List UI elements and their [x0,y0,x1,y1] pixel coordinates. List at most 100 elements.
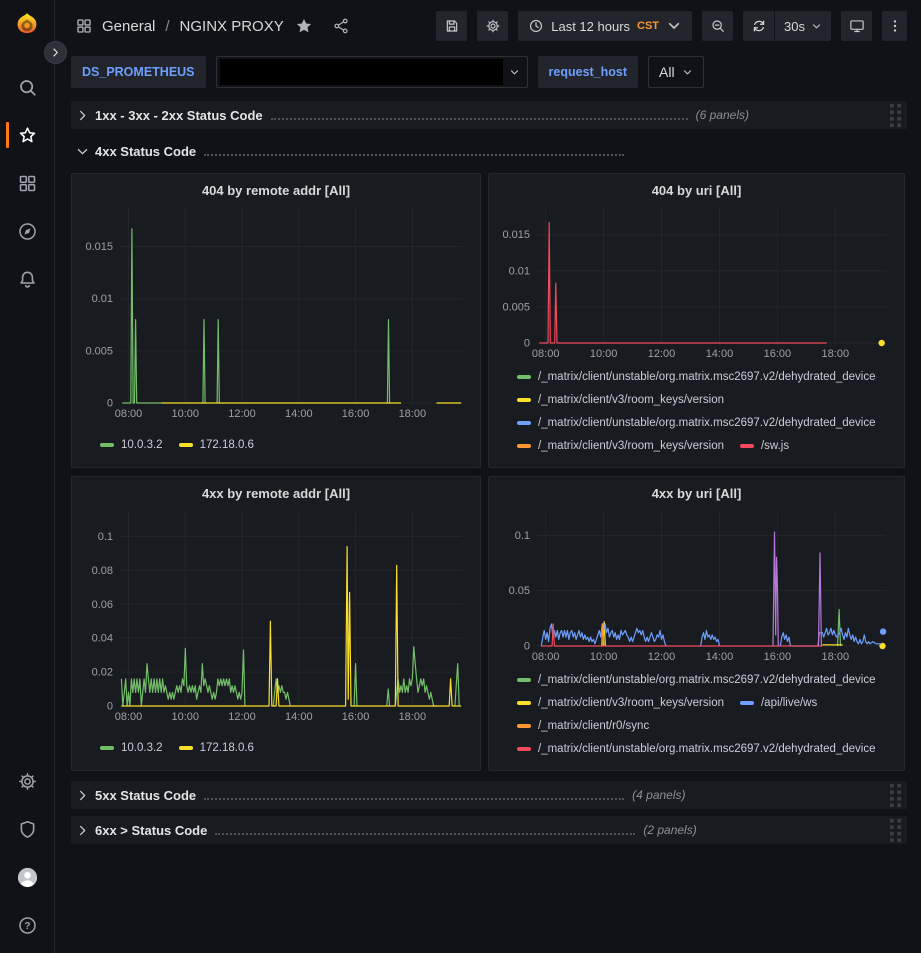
drag-handle-icon[interactable] [888,103,903,127]
chart-plot: 00.050.108:0010:0012:0014:0016:0018:00 [499,506,894,664]
legend-item[interactable]: 10.0.3.2 [100,435,163,455]
row-1xx-3xx-2xx[interactable]: 1xx - 3xx - 2xx Status Code (6 panels) [71,101,907,129]
svg-text:14:00: 14:00 [285,711,313,723]
sidebar-item-explore[interactable] [0,207,54,255]
sidebar-item-configuration[interactable] [0,757,54,805]
breadcrumb-section[interactable]: General [102,18,155,35]
sidebar-item-starred[interactable] [0,111,54,159]
sidebar-item-help[interactable]: ? [0,901,54,949]
sidebar: ? [0,0,55,953]
zoom-out-time-button[interactable] [702,11,733,41]
svg-text:18:00: 18:00 [822,348,850,360]
legend-swatch [517,444,531,448]
sidebar-item-search[interactable] [0,63,54,111]
request-host-value: All [659,64,675,80]
datasource-variable-select[interactable] [216,56,528,88]
legend-item[interactable]: 10.0.3.2 [100,738,163,758]
legend-item[interactable]: /_matrix/client/unstable/org.matrix.msc2… [517,739,876,759]
request-host-variable-select[interactable]: All [648,56,704,88]
cycle-view-mode-button[interactable] [841,11,872,41]
share-icon[interactable] [332,17,350,35]
refresh-interval-value: 30s [784,19,805,34]
breadcrumb: General / NGINX PROXY [75,17,350,35]
legend-label: 10.0.3.2 [121,742,163,754]
legend-swatch [517,398,531,402]
legend-label: /_matrix/client/unstable/org.matrix.msc2… [538,743,876,755]
sidebar-expand-button[interactable] [44,41,67,64]
chart-legend: /_matrix/client/unstable/org.matrix.msc2… [499,670,894,759]
legend-item[interactable]: /_matrix/client/unstable/org.matrix.msc2… [517,413,876,433]
svg-text:10:00: 10:00 [172,711,200,723]
row-5xx[interactable]: 5xx Status Code (4 panels) [71,781,907,809]
favorite-star-icon[interactable] [295,17,313,35]
time-range-picker[interactable]: Last 12 hours CST [518,11,692,41]
legend-item[interactable]: /sw.js [740,436,789,456]
legend-item[interactable]: /_matrix/client/v3/room_keys/version [517,390,724,410]
sidebar-item-dashboards[interactable] [0,159,54,207]
refresh-button[interactable] [743,11,774,41]
legend-item[interactable]: /_matrix/client/unstable/org.matrix.msc2… [517,670,876,690]
legend-swatch [740,701,754,705]
svg-text:14:00: 14:00 [706,651,734,663]
sidebar-item-server-admin[interactable] [0,805,54,853]
svg-text:0.01: 0.01 [509,265,530,277]
legend-item[interactable]: 172.18.0.6 [179,435,254,455]
legend-item[interactable]: /_matrix/client/r0/sync [517,716,649,736]
dotted-leader [215,825,635,835]
search-icon [17,77,38,98]
svg-text:18:00: 18:00 [399,408,427,420]
row-panel-count: (2 panels) [643,823,696,837]
gear-icon [17,771,38,792]
panel-title[interactable]: 404 by remote addr [All] [82,181,470,203]
svg-text:0: 0 [524,641,530,653]
legend-item[interactable]: /_matrix/client/v3/room_keys/version [517,436,724,456]
chevron-right-icon [76,789,89,802]
legend-item[interactable]: /_matrix/client/unstable/org.matrix.msc2… [517,367,876,387]
svg-text:0.05: 0.05 [509,585,530,597]
chevron-right-icon [76,109,89,122]
more-options-button[interactable] [882,11,907,41]
legend-label: /_matrix/client/unstable/org.matrix.msc2… [538,417,876,429]
dashboard-settings-button[interactable] [477,11,508,41]
row-4xx[interactable]: 4xx Status Code [71,136,907,166]
panel-4xx-by-remote-addr-all-: 4xx by remote addr [All]00.020.040.060.0… [71,476,481,771]
legend-swatch [100,443,114,447]
shield-icon [17,819,38,840]
chevron-down-icon [811,21,822,32]
row-title: 5xx Status Code [95,788,196,803]
panel-title[interactable]: 4xx by uri [All] [499,484,894,506]
svg-text:0.005: 0.005 [85,345,113,357]
avatar-icon [17,867,38,888]
drag-handle-icon[interactable] [888,818,903,842]
legend-label: /sw.js [761,440,789,452]
save-dashboard-button[interactable] [436,11,467,41]
clock-icon [528,18,544,34]
sidebar-item-alerting[interactable] [0,255,54,303]
row-6xx[interactable]: 6xx > Status Code (2 panels) [71,816,907,844]
time-range-label: Last 12 hours [551,19,630,34]
grafana-logo-icon[interactable] [12,11,42,41]
svg-text:08:00: 08:00 [532,348,560,360]
legend-item[interactable]: 172.18.0.6 [179,738,254,758]
panel-title[interactable]: 4xx by remote addr [All] [82,484,470,506]
svg-text:0.015: 0.015 [85,241,113,253]
datasource-variable-label[interactable]: DS_PROMETHEUS [71,56,206,88]
svg-text:18:00: 18:00 [399,711,427,723]
legend-swatch [740,444,754,448]
panel-title[interactable]: 404 by uri [All] [499,181,894,203]
breadcrumb-divider: / [164,18,170,35]
legend-label: /api/live/ws [761,697,817,709]
svg-text:10:00: 10:00 [172,408,200,420]
legend-label: /_matrix/client/unstable/org.matrix.msc2… [538,371,876,383]
sidebar-item-profile[interactable] [0,853,54,901]
request-host-variable-label[interactable]: request_host [538,56,639,88]
drag-handle-icon[interactable] [888,783,903,807]
breadcrumb-dashboard-title[interactable]: NGINX PROXY [180,18,284,35]
refresh-interval-select[interactable]: 30s [775,19,831,34]
row-title: 6xx > Status Code [95,823,207,838]
legend-item[interactable]: /api/live/ws [740,693,817,713]
panel-4xx-by-uri-all-: 4xx by uri [All]00.050.108:0010:0012:001… [488,476,905,771]
svg-text:0.08: 0.08 [92,565,113,577]
legend-item[interactable]: /_matrix/client/v3/room_keys/version [517,693,724,713]
legend-label: /_matrix/client/v3/room_keys/version [538,440,724,452]
